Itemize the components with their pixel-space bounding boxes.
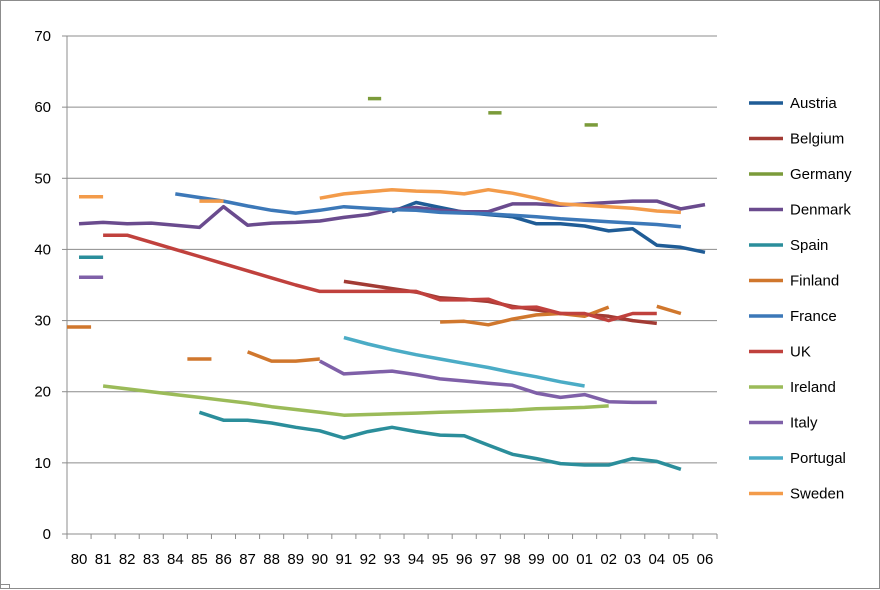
y-tick-label: 40: [34, 241, 51, 258]
frame-divider: [0, 584, 9, 585]
series-lines: [67, 96, 706, 471]
x-tick-label: 98: [504, 551, 521, 568]
legend-label-denmark: Denmark: [790, 202, 851, 219]
series-line-spain: [198, 410, 682, 471]
x-tick-label: 90: [311, 551, 328, 568]
legend-label-italy: Italy: [790, 415, 818, 432]
x-tick-label: 06: [697, 551, 714, 568]
y-tick-label: 30: [34, 313, 51, 330]
x-tick-label: 84: [167, 551, 184, 568]
series-line-sweden: [319, 187, 682, 215]
x-tick-label: 81: [95, 551, 112, 568]
x-tick-label: 01: [576, 551, 593, 568]
y-tick-label: 0: [43, 526, 51, 543]
series-line-portugal: [343, 335, 585, 388]
legend-label-ireland: Ireland: [790, 379, 836, 396]
x-tick-labels: 80 81 82 83 84 85 86 87 88 89 90 91 92 93 94 95 96 97 98 99…: [71, 551, 714, 568]
legend-label-finland: Finland: [790, 273, 839, 290]
legend-label-germany: Germany: [790, 166, 852, 183]
legend-label-belgium: Belgium: [790, 131, 844, 148]
x-tick-label: 82: [119, 551, 136, 568]
x-tick-label: 04: [648, 551, 665, 568]
y-tick-label: 20: [34, 384, 51, 401]
frame-divider-vertical: [9, 584, 10, 589]
y-tick-label: 70: [34, 28, 51, 45]
x-tick-label: 99: [528, 551, 545, 568]
y-tick-label: 60: [34, 99, 51, 116]
x-tick-label: 96: [456, 551, 473, 568]
y-tick-label: 50: [34, 170, 51, 187]
x-tick-label: 97: [480, 551, 497, 568]
x-tick-label: 86: [215, 551, 232, 568]
x-tick-label: 03: [624, 551, 641, 568]
legend-label-spain: Spain: [790, 237, 828, 254]
y-tick-labels: 0 10 20 30 40 50 60 70: [34, 28, 51, 543]
x-tick-label: 89: [287, 551, 304, 568]
legend-label-portugal: Portugal: [790, 450, 846, 467]
x-tick-label: 85: [191, 551, 208, 568]
legend-label-austria: Austria: [790, 95, 837, 112]
x-tick-label: 83: [143, 551, 160, 568]
gridlines: [67, 35, 717, 464]
series-line-uk: [103, 233, 657, 323]
x-tick-label: 95: [432, 551, 449, 568]
y-tick-label: 10: [34, 455, 51, 472]
series-line-italy: [318, 359, 657, 405]
x-tick-label: 91: [336, 551, 353, 568]
series-line-finland: [246, 350, 320, 363]
series-line-finland: [440, 305, 610, 327]
legend: Austria Belgium Germany Denmark Spain Finland…: [749, 95, 852, 503]
series-line-ireland: [102, 384, 609, 417]
x-tick-label: 02: [600, 551, 617, 568]
x-tick-label: 05: [673, 551, 690, 568]
series-line-finland: [656, 304, 682, 316]
x-tick-label: 93: [384, 551, 401, 568]
series-line-france: [175, 192, 682, 229]
x-tick-label: 80: [71, 551, 88, 568]
x-tick-label: 92: [360, 551, 377, 568]
legend-label-france: France: [790, 308, 837, 325]
x-tick-label: 94: [408, 551, 425, 568]
x-tick-label: 87: [239, 551, 256, 568]
x-tick-label: 88: [263, 551, 280, 568]
series-line-austria: [391, 200, 706, 255]
axes: [62, 35, 718, 539]
x-tick-label: 00: [552, 551, 569, 568]
legend-label-uk: UK: [790, 344, 811, 361]
legend-label-sweden: Sweden: [790, 486, 844, 503]
